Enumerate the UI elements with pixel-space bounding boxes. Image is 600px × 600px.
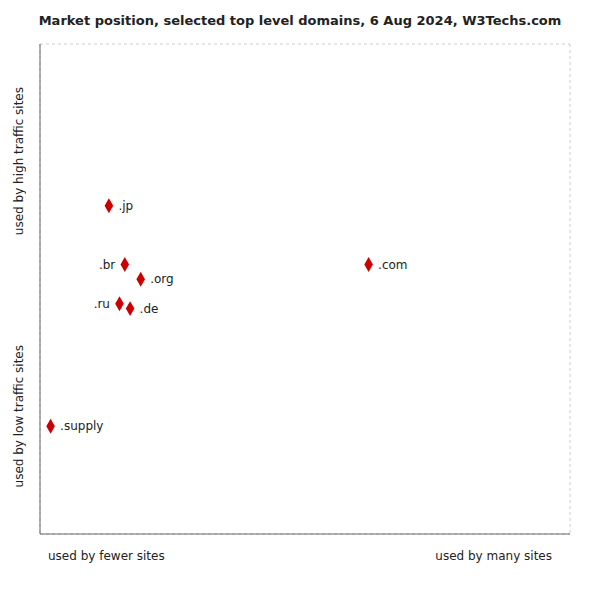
html-text:used by many sites: used by many sites bbox=[435, 549, 552, 563]
html-text:used by fewer sites: used by fewer sites bbox=[48, 549, 165, 563]
svg-text:.com: .com bbox=[378, 258, 407, 272]
html-text:used by high traffic sites: used by high traffic sites bbox=[12, 87, 26, 236]
svg-text:.supply: .supply bbox=[60, 419, 103, 433]
html-text:Market position, selected top: Market position, selected top level doma… bbox=[38, 13, 562, 28]
html-text:used by low traffic sites: used by low traffic sites bbox=[12, 345, 26, 488]
svg-text:.de: .de bbox=[140, 302, 159, 316]
svg-text:.jp: .jp bbox=[118, 199, 133, 213]
svg-text:.org: .org bbox=[150, 272, 174, 286]
svg-text:.ru: .ru bbox=[94, 297, 110, 311]
svg-text:.br: .br bbox=[99, 258, 115, 272]
